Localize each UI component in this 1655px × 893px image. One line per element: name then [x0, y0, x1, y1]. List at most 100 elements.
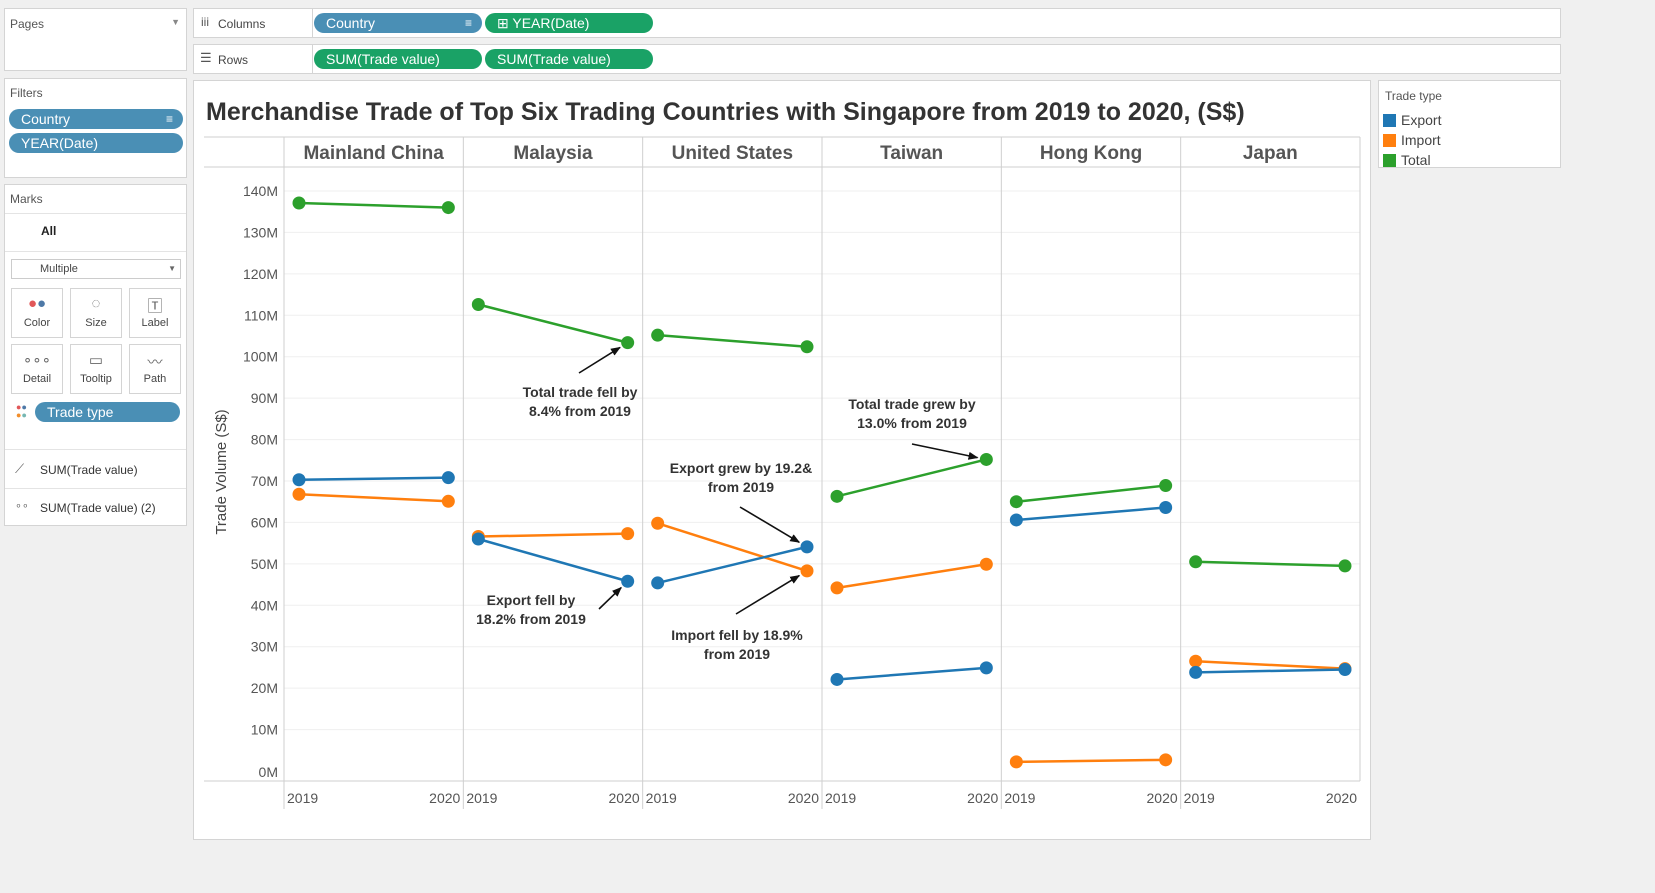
legend-item-export[interactable]: Export [1383, 111, 1441, 129]
rows-measure-2-label: SUM(Trade value) [497, 51, 611, 67]
measure-tab-2[interactable]: ∘∘ SUM(Trade value) (2) [5, 489, 186, 525]
marks-divider [5, 213, 186, 214]
annotation-text: Total trade fell by [523, 384, 638, 400]
series-line-import [1016, 758, 1166, 764]
rows-measure-pill-1[interactable]: SUM(Trade value) [314, 49, 482, 69]
legend-item-total[interactable]: Total [1383, 151, 1431, 169]
chevron-down-icon[interactable]: ▼ [171, 17, 180, 27]
y-tick-label: 130M [243, 224, 278, 240]
size-button[interactable]: ◌ Size [70, 288, 122, 338]
x-tick-label: 2019 [1184, 790, 1215, 806]
shelf-divider [312, 9, 313, 37]
y-tick-label: 20M [251, 680, 278, 696]
data-point-total [1159, 479, 1173, 493]
mark-type-select[interactable]: Multiple ▼ [11, 259, 181, 279]
series-line-import [298, 493, 449, 503]
data-point-total [471, 298, 485, 312]
annotation-text: 8.4% from 2019 [529, 403, 631, 419]
marks-all-tab[interactable]: All [41, 224, 57, 238]
tooltip-bubble-icon: ▭ [88, 352, 104, 369]
data-point-total [1009, 495, 1023, 509]
tooltip-button[interactable]: ▭ Tooltip [70, 344, 122, 394]
series-line-export [1195, 668, 1346, 674]
y-tick-label: 80M [251, 432, 278, 448]
data-point-export [1009, 513, 1023, 527]
rows-measure-1-label: SUM(Trade value) [326, 51, 440, 67]
series-line-export [298, 476, 449, 482]
filters-title: Filters [10, 86, 43, 100]
annotation-text: from 2019 [708, 479, 774, 495]
x-tick-label: 2019 [466, 790, 497, 806]
detail-button[interactable]: ∘∘∘ Detail [11, 344, 63, 394]
annotation-text: Total trade grew by [848, 396, 976, 412]
series-line-export [477, 537, 629, 583]
rows-measure-pill-2[interactable]: SUM(Trade value) [485, 49, 653, 69]
panel-header: Malaysia [513, 143, 593, 164]
series-line-export [836, 666, 987, 681]
filter-country-pill[interactable]: Country ≡ [9, 109, 183, 129]
panel-header: Mainland China [303, 143, 444, 164]
series-line-total [298, 201, 449, 209]
data-point-import [800, 564, 814, 578]
trade-type-pill[interactable]: Trade type [35, 402, 180, 422]
x-tick-label: 2020 [1147, 790, 1178, 806]
label-label: Label [141, 317, 169, 329]
data-point-total [1338, 559, 1352, 573]
circle-mark-icon: ∘∘ [15, 500, 29, 512]
columns-year-pill[interactable]: ⊞ YEAR(Date) [485, 13, 653, 33]
legend-item-import[interactable]: Import [1383, 131, 1441, 149]
annotation-arrow [739, 506, 801, 543]
panel-header: Japan [1243, 143, 1298, 164]
data-point-export [651, 576, 665, 590]
columns-country-pill[interactable]: Country ≡ [314, 13, 482, 33]
panel-header: United States [672, 143, 793, 164]
chart-svg: Merchandise Trade of Top Six Trading Cou… [204, 98, 1361, 809]
pages-card[interactable]: Pages ▼ [4, 8, 187, 71]
color-dots-icon: ●● [27, 295, 47, 312]
tooltip-label: Tooltip [80, 373, 112, 385]
measure-1-label: SUM(Trade value) [40, 463, 138, 477]
y-tick-label: 30M [251, 639, 278, 655]
series-line-export [657, 545, 808, 585]
data-point-total [651, 328, 665, 342]
annotation-text: Export fell by [487, 592, 576, 608]
data-point-export [292, 473, 306, 487]
pages-title: Pages [10, 17, 45, 31]
data-point-import [1009, 755, 1023, 769]
annotation-arrow [911, 443, 979, 460]
y-tick-label: 50M [251, 556, 278, 572]
data-point-total [800, 340, 814, 354]
y-tick-label: 0M [259, 764, 278, 780]
measure-tab-1[interactable]: ⟋ SUM(Trade value) [5, 450, 186, 488]
data-point-import [292, 487, 306, 501]
filter-year-label: YEAR(Date) [21, 135, 99, 151]
data-point-export [979, 661, 993, 675]
panel-header: Hong Kong [1040, 143, 1142, 164]
legend-import-label: Import [1401, 132, 1441, 148]
series-line-import [657, 522, 808, 573]
marks-divider [5, 488, 186, 489]
data-point-import [651, 516, 665, 530]
marks-title: Marks [10, 192, 43, 206]
trade-type-legend: Trade type Export Import Total [1378, 80, 1561, 168]
filter-country-label: Country [21, 111, 71, 127]
color-button[interactable]: ●● Color [11, 288, 63, 338]
y-tick-label: 90M [251, 390, 278, 406]
series-line-import [1195, 659, 1346, 670]
annotation-text: 13.0% from 2019 [857, 415, 967, 431]
sort-icon: ≡ [165, 112, 173, 126]
color-dots-icon: ●● ●● [16, 402, 27, 420]
data-point-export [471, 532, 485, 546]
x-tick-label: 2020 [1326, 790, 1357, 806]
label-button[interactable]: 🅃 Label [129, 288, 181, 338]
data-point-export [1159, 501, 1173, 515]
filter-year-pill[interactable]: YEAR(Date) [9, 133, 183, 153]
data-point-total [979, 452, 993, 466]
columns-icon: iii [201, 15, 209, 29]
annotation-arrow [735, 574, 801, 615]
x-tick-label: 2020 [609, 790, 640, 806]
series-line-total [1016, 484, 1166, 503]
data-point-import [441, 494, 455, 508]
path-button[interactable]: 〰 Path [129, 344, 181, 394]
y-tick-label: 40M [251, 597, 278, 613]
